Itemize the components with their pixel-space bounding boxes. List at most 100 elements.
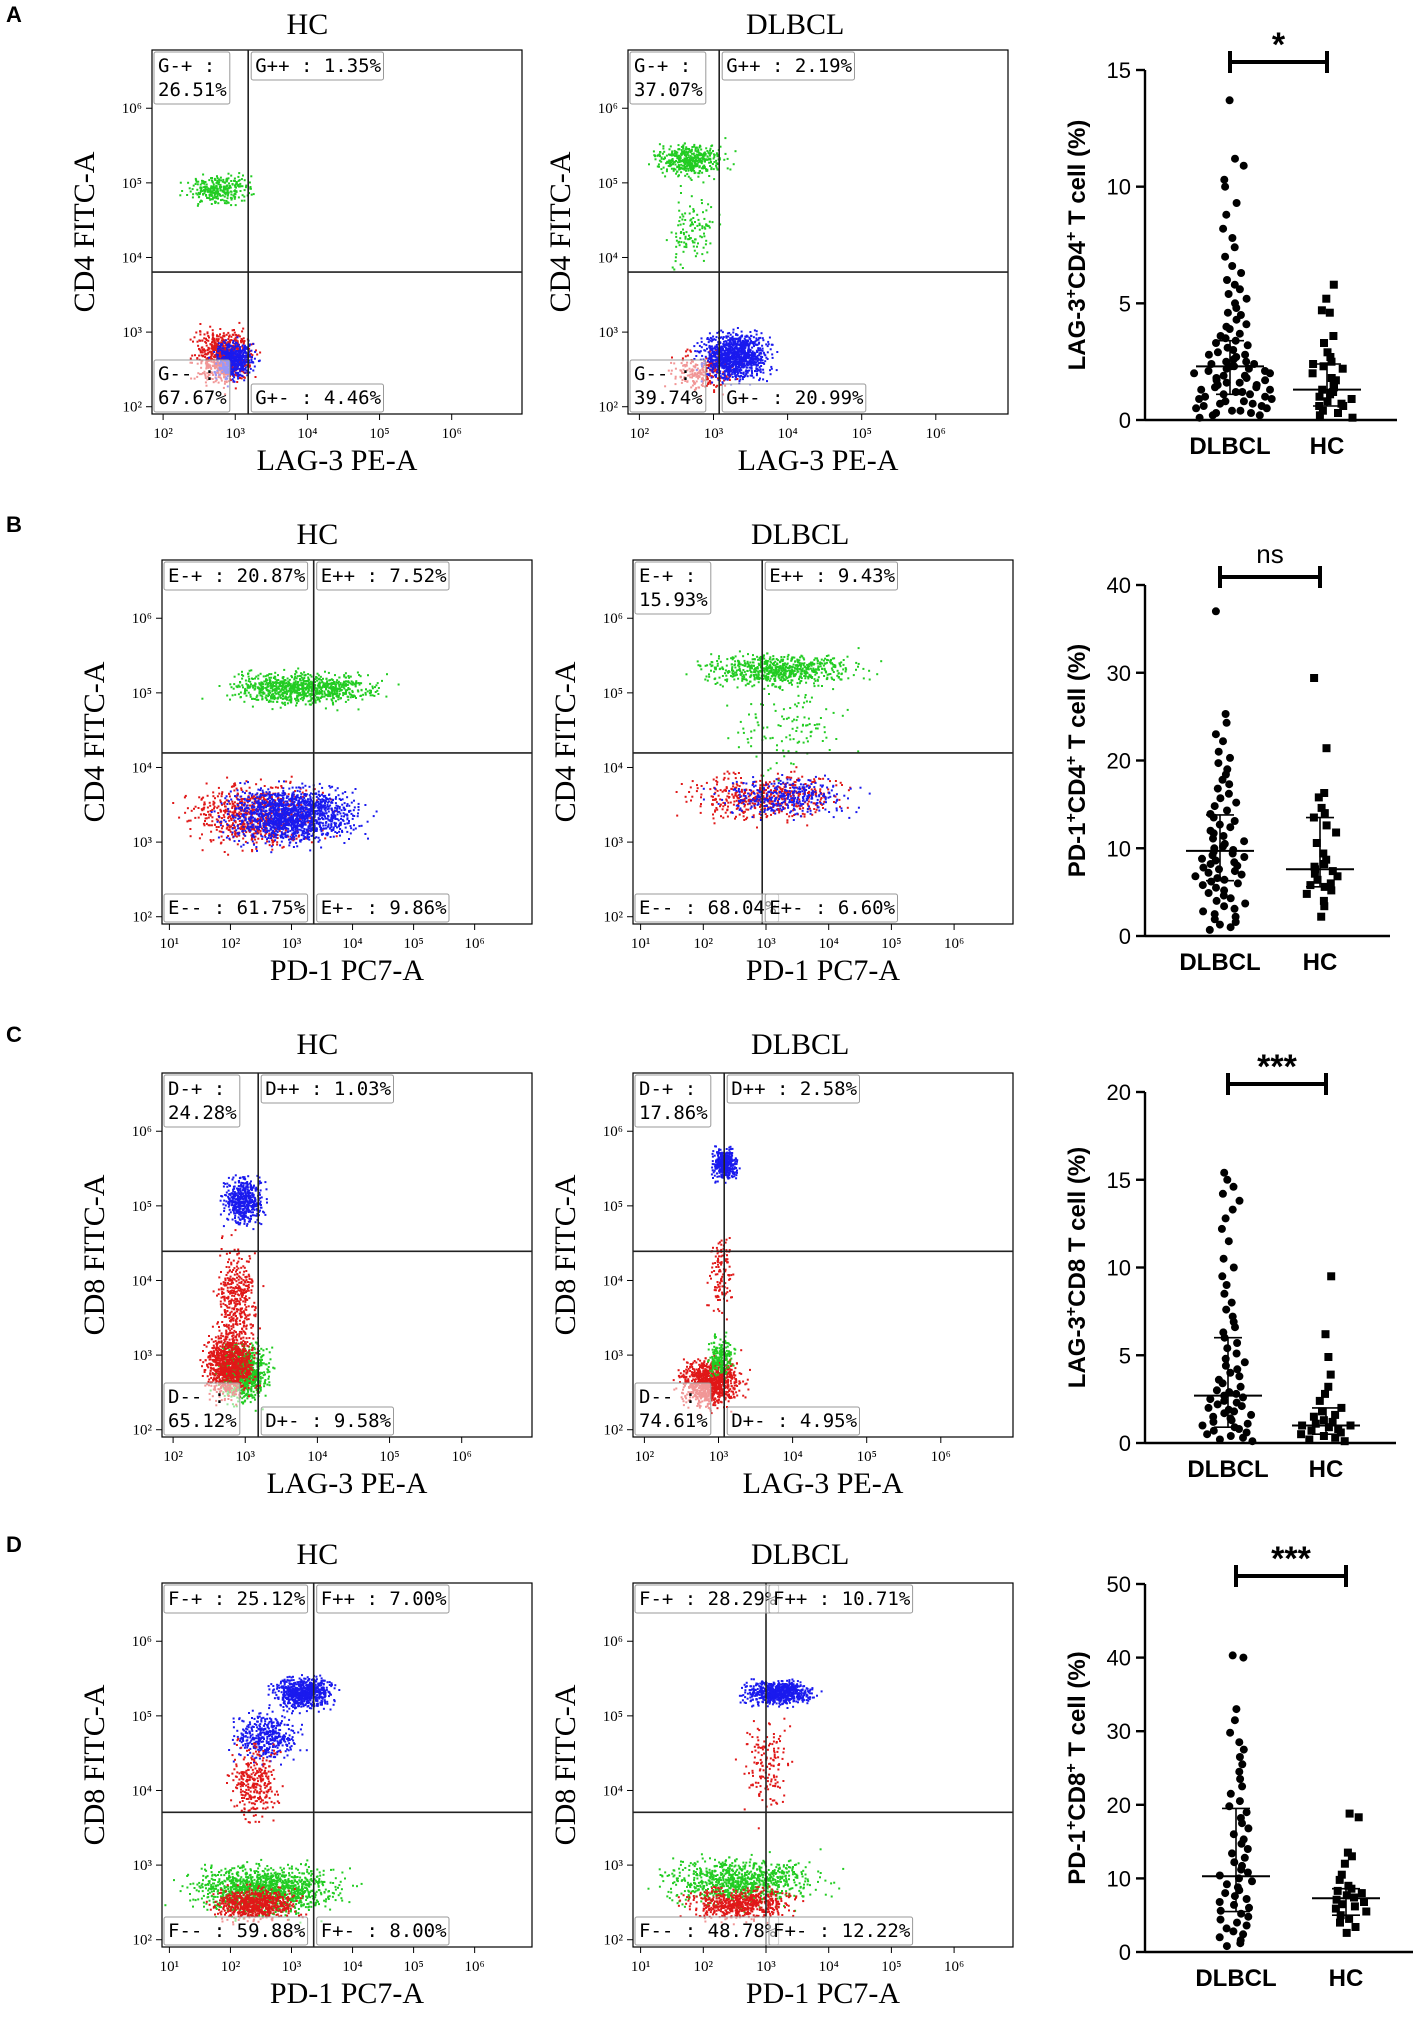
event-dot [739,336,742,339]
event-dot [682,161,685,164]
event-dot [240,355,243,358]
event-dot [242,686,244,689]
event-dot [697,157,700,159]
event-dot [296,691,299,694]
event-dot [727,335,730,338]
event-dot [701,354,704,357]
event-dot [264,675,267,678]
event-dot [259,351,262,354]
event-dot [648,163,650,166]
cluster-green-0 [648,137,737,181]
event-dot [229,373,232,376]
event-dot [685,151,688,154]
event-dot [202,808,205,811]
event-dot [260,694,263,697]
event-dot [261,838,264,840]
event-dot [688,234,690,237]
event-dot [269,687,272,690]
event-dot [713,370,716,373]
event-dot [289,800,292,802]
event-dot [700,148,703,151]
event-dot [219,183,222,186]
event-dot [732,342,735,345]
event-dot [693,164,696,167]
event-dot [233,675,236,678]
event-dot [270,693,273,696]
event-dot [319,697,322,699]
event-dot [226,349,229,352]
event-dot [198,837,201,840]
event-dot [230,335,233,338]
event-dot [356,671,359,674]
event-dot [231,824,234,826]
event-dot [691,146,694,148]
event-dot [759,347,762,350]
event-dot [702,259,705,262]
event-dot [225,187,228,190]
event-dot [216,347,219,350]
event-dot [207,335,210,337]
event-dot [220,355,223,358]
event-dot [295,704,298,707]
event-dot [662,166,665,169]
event-dot [222,347,225,350]
event-dot [728,332,731,334]
event-dot [236,334,239,337]
event-dot [334,686,337,689]
event-dot [761,362,764,364]
event-dot [231,329,234,332]
event-dot [769,348,772,351]
event-dot [699,350,702,353]
event-dot [324,694,327,696]
event-dot [713,353,716,356]
event-dot [775,369,778,372]
event-dot [711,221,714,224]
event-dot [237,693,240,696]
event-dot [347,695,350,698]
event-dot [227,193,230,196]
event-dot [245,831,248,834]
event-dot [208,801,211,804]
event-dot [715,344,718,346]
event-dot [285,693,288,695]
event-dot [741,357,744,360]
event-dot [247,680,250,683]
event-dot [720,347,723,350]
event-dot [355,682,358,685]
event-dot [675,253,678,256]
event-dot [215,338,218,341]
event-dot [330,688,333,691]
event-dot [269,681,272,684]
event-dot [251,809,254,812]
event-dot [237,360,240,363]
event-dot [205,344,208,347]
event-dot [748,363,751,366]
event-dot [205,822,208,825]
event-dot [226,694,229,697]
y-tick-label: 10³ [599,325,619,341]
event-dot [232,360,235,363]
event-dot [672,154,675,157]
event-dot [357,708,360,711]
event-dot [747,339,750,342]
event-dot [227,353,230,356]
event-dot [742,360,745,362]
event-dot [211,329,214,332]
event-dot [233,329,235,331]
event-dot [690,218,693,221]
event-dot [243,376,246,379]
event-dot [229,815,232,818]
event-dot [666,160,669,163]
event-dot [243,359,246,362]
event-dot [288,695,291,698]
event-dot [228,802,231,805]
event-dot [232,811,235,814]
event-dot [212,800,215,803]
event-dot [245,689,248,692]
event-dot [304,703,307,706]
event-dot [691,239,694,242]
event-dot [723,344,726,347]
event-dot [726,167,729,170]
event-dot [752,355,755,358]
event-dot [375,684,378,687]
